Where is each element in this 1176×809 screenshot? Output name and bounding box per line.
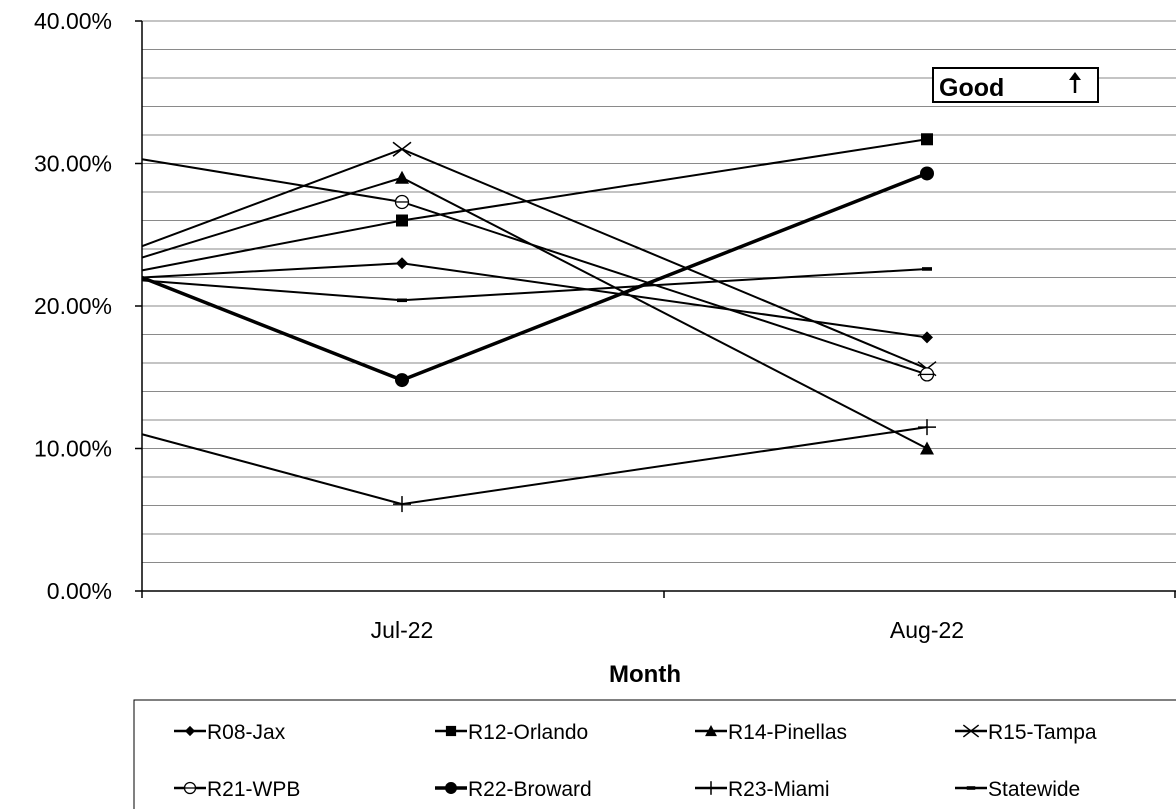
- x-tick-label: Jul-22: [371, 617, 434, 643]
- series-r23-miami: [141, 419, 936, 513]
- data-point: [920, 441, 934, 455]
- legend-item: R21-WPB: [174, 778, 300, 801]
- series-r22-broward: [141, 166, 934, 388]
- legend-item: R23-Miami: [695, 778, 830, 801]
- series-statewide: [141, 267, 932, 303]
- legend-label: R21-WPB: [207, 778, 300, 801]
- data-point: [962, 724, 980, 738]
- data-point: [395, 170, 409, 184]
- good-annotation: Good: [932, 67, 1099, 103]
- series-r21-wpb: [141, 158, 935, 382]
- y-tick-label: 20.00%: [34, 293, 112, 319]
- up-arrow-icon: [1069, 72, 1081, 93]
- legend-box: [133, 699, 1176, 809]
- x-tick-label: Aug-22: [890, 617, 964, 643]
- legend-item: R22-Broward: [435, 778, 592, 801]
- series-r12-orlando: [141, 133, 933, 272]
- good-annotation-label: Good: [939, 74, 1004, 102]
- y-tick-label: 40.00%: [34, 8, 112, 34]
- data-point: [921, 133, 933, 146]
- data-point: [966, 786, 976, 790]
- data-point: [183, 781, 197, 795]
- legend-item: R14-Pinellas: [695, 721, 847, 744]
- data-point: [184, 725, 196, 737]
- legend-label: R22-Broward: [468, 778, 592, 801]
- legend-label: R12-Orlando: [468, 721, 588, 744]
- good-annotation-box: [932, 67, 1099, 103]
- data-point: [921, 331, 933, 344]
- legend-label: R23-Miami: [728, 778, 830, 801]
- data-point: [705, 725, 717, 737]
- data-point: [397, 298, 407, 303]
- legend-label: R08-Jax: [207, 721, 286, 744]
- legend: R08-Jax R12-Orlando R14-Pinellas R15-Tampa R…: [133, 699, 1176, 809]
- data-point: [392, 141, 412, 157]
- legend-label: R14-Pinellas: [728, 721, 847, 744]
- data-point: [703, 781, 719, 795]
- legend-label: Statewide: [988, 778, 1080, 801]
- data-point: [396, 257, 408, 270]
- gridlines: [142, 20, 1176, 563]
- data-point: [395, 373, 409, 388]
- legend-item: R15-Tampa: [955, 721, 1097, 744]
- axes: [135, 20, 1176, 598]
- data-point: [445, 782, 457, 794]
- series-r08-jax: [141, 257, 933, 344]
- data-point: [393, 496, 411, 513]
- data-point: [445, 725, 457, 737]
- data-point: [922, 267, 932, 271]
- series-lines: [141, 133, 937, 513]
- data-point: [394, 194, 410, 210]
- legend-item: R08-Jax: [174, 721, 286, 744]
- data-point: [396, 214, 408, 227]
- data-point: [920, 166, 934, 181]
- series-r14-pinellas: [141, 170, 934, 455]
- data-point: [919, 367, 935, 382]
- series-line: [141, 267, 928, 302]
- y-axis-tick-labels: 0.00% 10.00% 20.00% 30.00% 40.00%: [34, 8, 112, 604]
- x-axis-title: Month: [609, 661, 681, 688]
- legend-label: R15-Tampa: [988, 721, 1097, 744]
- x-axis-tick-labels: Jul-22 Aug-22: [371, 617, 964, 643]
- legend-item: Statewide: [955, 778, 1080, 801]
- legend-item: R12-Orlando: [435, 721, 588, 744]
- series-line: [141, 426, 928, 506]
- series-r15-tampa: [141, 141, 937, 377]
- data-point: [918, 419, 936, 436]
- y-tick-label: 10.00%: [34, 436, 112, 462]
- y-tick-label: 30.00%: [34, 151, 112, 177]
- y-tick-label: 0.00%: [47, 578, 112, 604]
